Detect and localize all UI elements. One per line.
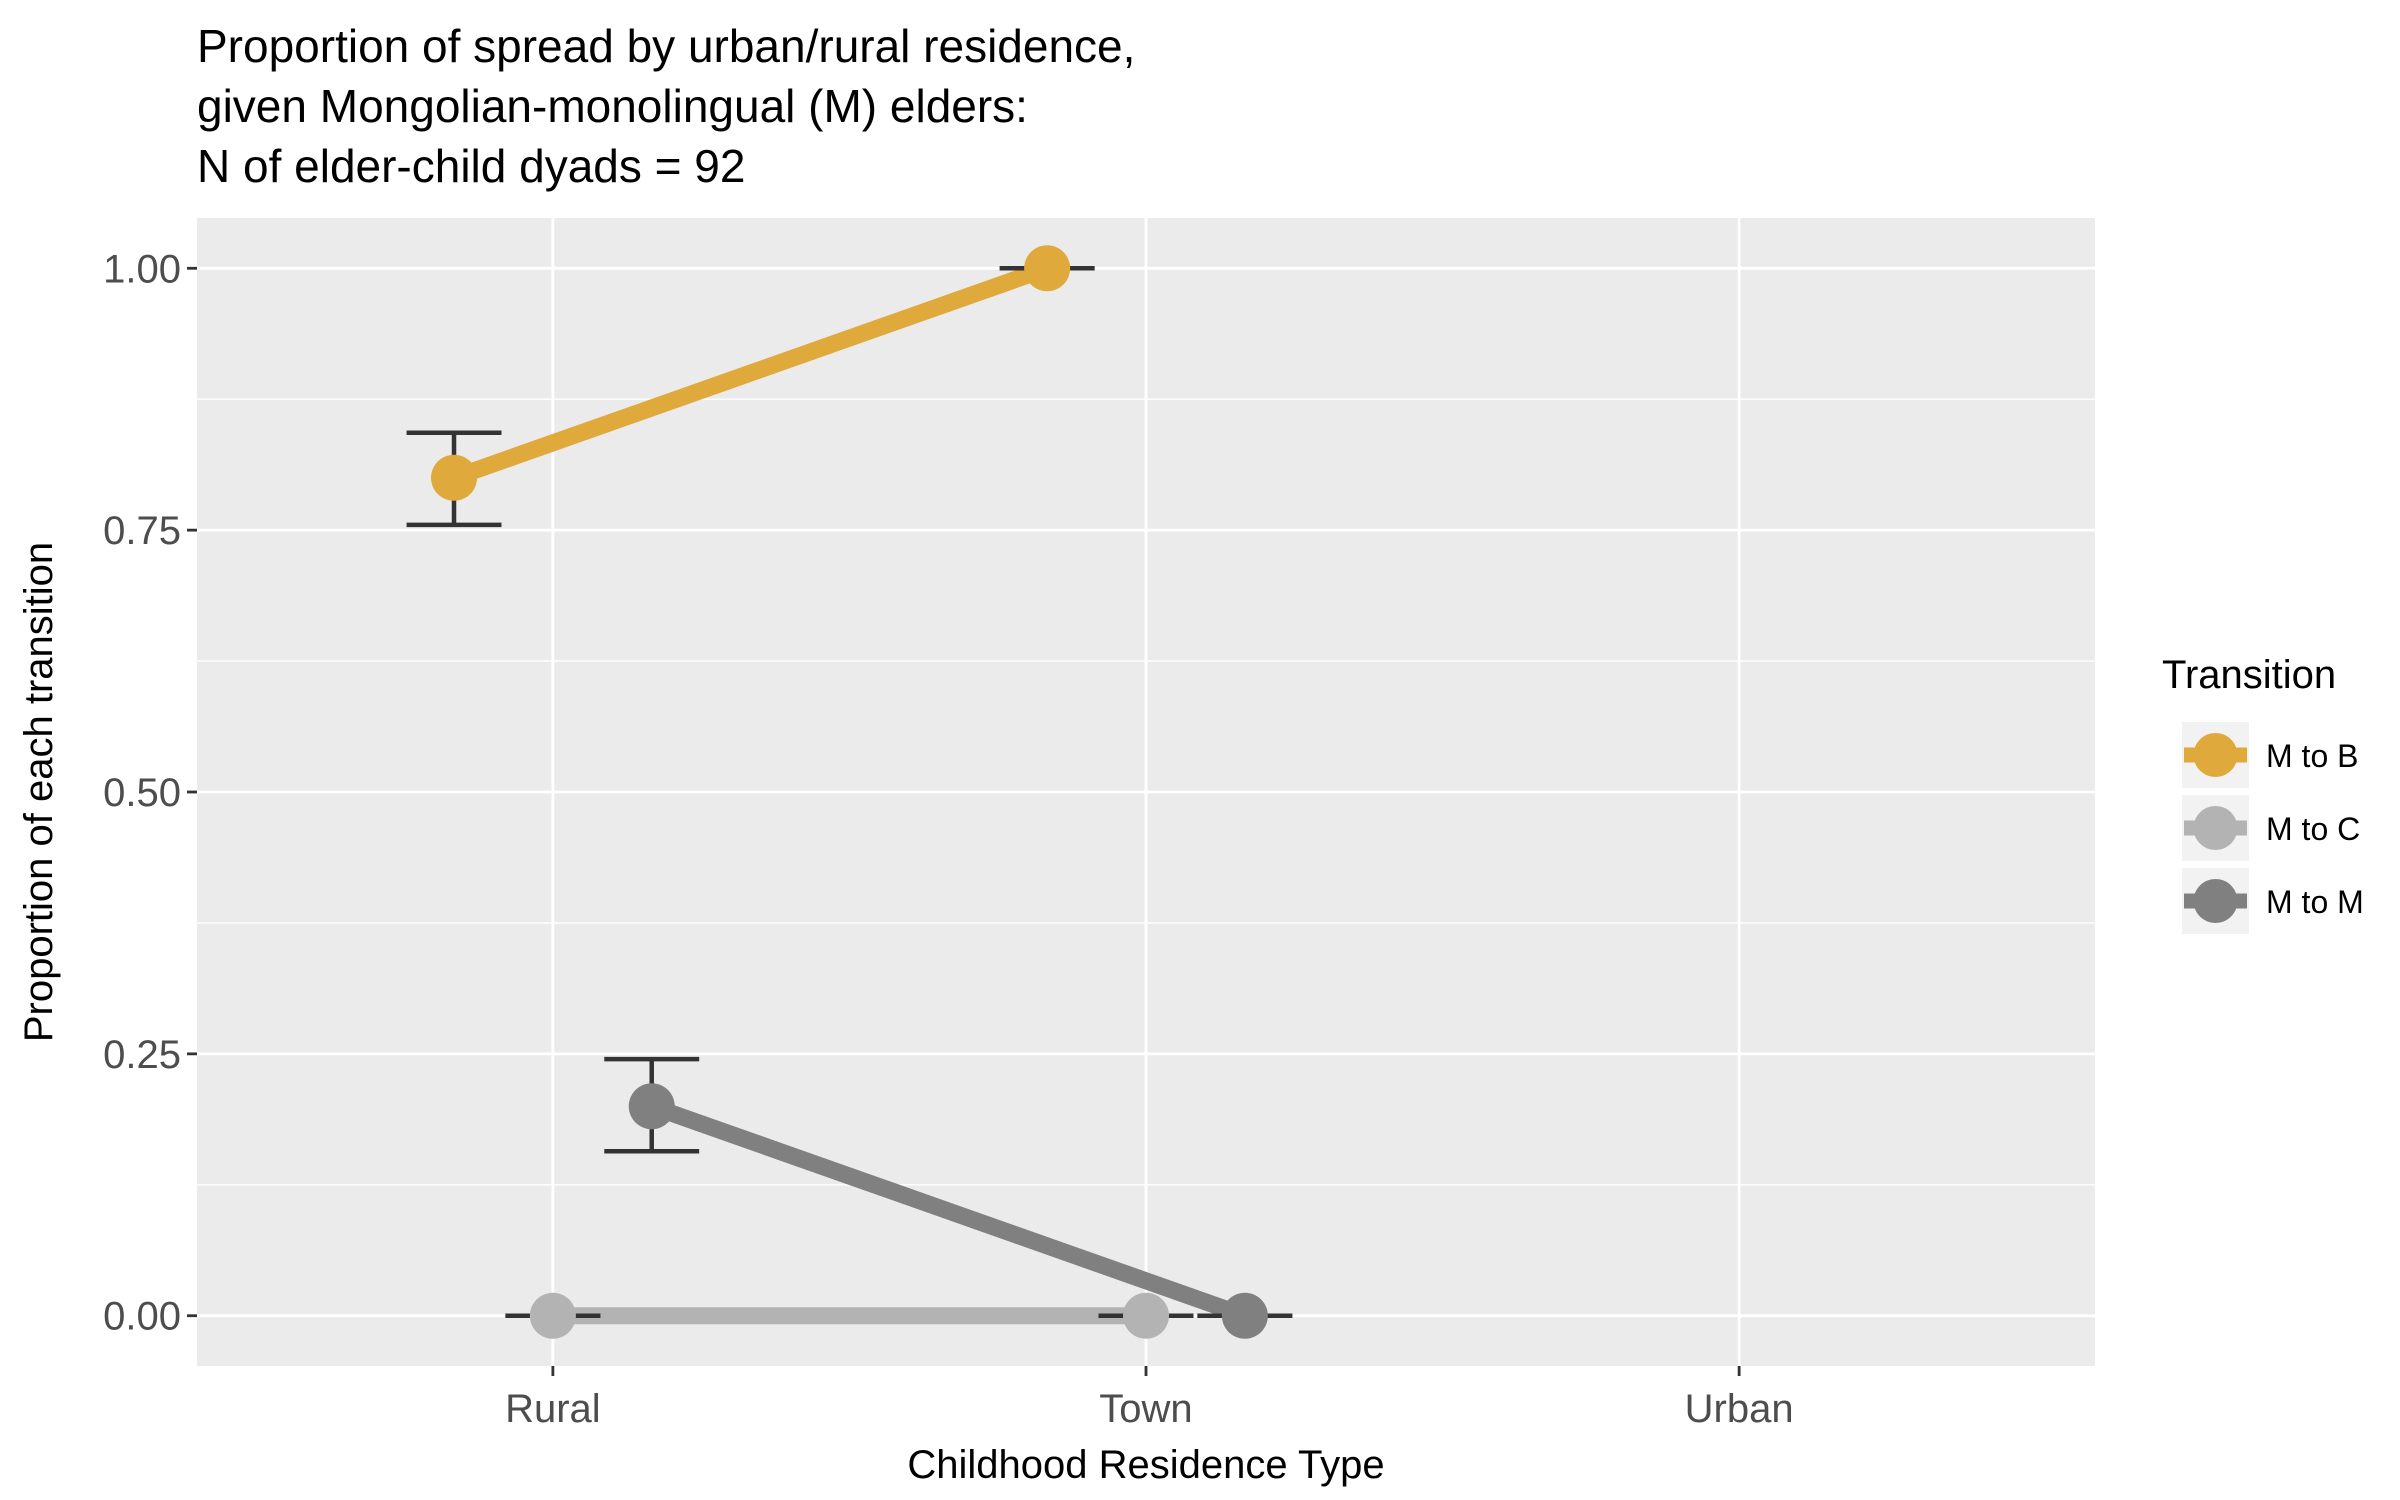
series-line-m-to-b — [451, 260, 1050, 486]
data-point-m-to-c — [529, 1292, 576, 1339]
series-layer — [406, 245, 1293, 1339]
legend-item-m-to-b: M to B — [2182, 722, 2358, 788]
legend-title: Transition — [2162, 653, 2336, 697]
data-point-m-to-c — [1123, 1292, 1169, 1339]
chart-title: Proportion of spread by urban/rural resi… — [197, 20, 1135, 192]
series-lines — [451, 260, 1248, 1325]
legend-key-point — [2193, 806, 2238, 850]
legend-item-m-to-m: M to M — [2182, 868, 2364, 934]
x-tick-label: Rural — [505, 1387, 601, 1431]
x-axis-label: Childhood Residence Type — [907, 1443, 1384, 1487]
x-axis: Rural Town Urban — [505, 1366, 1794, 1431]
legend-key-point — [2193, 733, 2238, 777]
y-tick-label: 0.00 — [103, 1295, 181, 1339]
data-point-m-to-m — [1221, 1292, 1268, 1339]
legend-label: M to C — [2266, 811, 2360, 847]
chart-title-line-3: N of elder-child dyads = 92 — [197, 140, 745, 192]
data-point-m-to-b — [431, 454, 478, 501]
y-axis-label: Proportion of each transition — [17, 542, 61, 1042]
y-tick-label: 0.50 — [103, 771, 181, 815]
series-points — [431, 245, 1268, 1339]
legend-label: M to M — [2266, 884, 2364, 920]
y-tick-label: 0.25 — [103, 1033, 181, 1077]
x-tick-label: Town — [1099, 1387, 1192, 1431]
data-point-m-to-b — [1024, 245, 1071, 292]
legend-key-point — [2193, 879, 2238, 923]
y-tick-label: 1.00 — [103, 247, 181, 291]
legend: Transition M to B M to C M to M — [2162, 653, 2364, 934]
legend-item-m-to-c: M to C — [2182, 795, 2360, 861]
y-tick-label: 0.75 — [103, 509, 181, 553]
chart-title-line-1: Proportion of spread by urban/rural resi… — [197, 20, 1135, 72]
major-gridlines — [197, 218, 2095, 1366]
chart-title-line-2: given Mongolian-monolingual (M) elders: — [197, 80, 1028, 132]
x-tick-label: Urban — [1685, 1387, 1794, 1431]
legend-label: M to B — [2266, 738, 2358, 774]
series-line-m-to-m — [648, 1098, 1248, 1324]
data-point-m-to-m — [628, 1083, 675, 1130]
y-axis: 0.00 0.25 0.50 0.75 1.00 — [103, 247, 197, 1339]
